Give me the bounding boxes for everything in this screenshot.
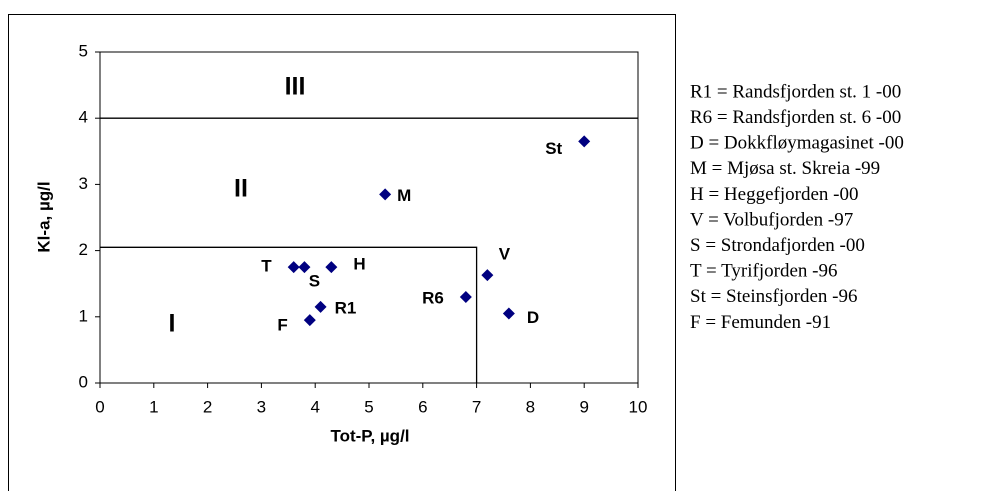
x-tick-label: 6 xyxy=(418,397,427,416)
y-tick-label: 4 xyxy=(79,108,88,127)
plot-border xyxy=(100,51,639,383)
point-label: V xyxy=(499,245,511,264)
data-point xyxy=(502,307,515,320)
point-label: R1 xyxy=(335,298,357,317)
key-entry: V = Volbufjorden -97 xyxy=(690,209,853,230)
y-tick-label: 5 xyxy=(79,41,88,60)
x-tick-label: 7 xyxy=(472,397,481,416)
data-point xyxy=(314,300,327,313)
region-label: II xyxy=(234,175,248,203)
data-point xyxy=(287,261,300,274)
key-entry: R6 = Randsfjorden st. 6 -00 xyxy=(690,107,901,128)
point-label: R6 xyxy=(422,288,444,307)
y-tick-label: 0 xyxy=(79,372,88,391)
key-entry: St = Steinsfjorden -96 xyxy=(690,286,857,307)
region-label: I xyxy=(169,310,176,338)
key-entry: R1 = Randsfjorden st. 1 -00 xyxy=(690,81,901,102)
class-boundary xyxy=(100,246,478,383)
key-entry: F = Femunden -91 xyxy=(690,312,831,333)
y-tick-label: 2 xyxy=(79,240,88,259)
y-tick-label: 3 xyxy=(79,174,88,193)
key-entry: T = Tyrifjorden -96 xyxy=(690,261,837,282)
x-tick-label: 4 xyxy=(310,397,319,416)
x-tick-label: 2 xyxy=(203,397,212,416)
point-label: D xyxy=(527,308,539,327)
y-tick-label: 1 xyxy=(79,306,88,325)
point-label: H xyxy=(353,255,365,274)
region-label: III xyxy=(285,73,306,101)
data-point xyxy=(379,188,392,201)
point-label: St xyxy=(545,139,562,158)
data-point xyxy=(459,290,472,303)
x-tick-label: 5 xyxy=(364,397,373,416)
data-point xyxy=(303,314,316,327)
key-entry: S = Strondafjorden -00 xyxy=(690,235,865,256)
data-point xyxy=(578,135,591,148)
x-tick-label: 1 xyxy=(149,397,158,416)
x-tick-label: 3 xyxy=(257,397,266,416)
chart-frame xyxy=(8,14,676,491)
y-axis-label: Kl-a, µg/l xyxy=(34,181,53,252)
key-entry: M = Mjøsa st. Skreia -99 xyxy=(690,158,880,179)
point-label: F xyxy=(277,316,287,335)
x-axis-label: Tot-P, µg/l xyxy=(330,426,409,445)
data-point xyxy=(325,261,338,274)
key-entry: D = Dokkfløymagasinet -00 xyxy=(690,133,904,154)
point-label: M xyxy=(397,186,411,205)
key-entry: H = Heggefjorden -00 xyxy=(690,184,858,205)
point-label: T xyxy=(261,257,272,276)
x-tick-label: 0 xyxy=(95,397,104,416)
point-label: S xyxy=(309,272,320,291)
x-tick-label: 10 xyxy=(629,397,648,416)
data-point xyxy=(481,269,494,282)
data-point xyxy=(298,261,311,274)
x-tick-label: 8 xyxy=(526,397,535,416)
x-tick-label: 9 xyxy=(579,397,588,416)
